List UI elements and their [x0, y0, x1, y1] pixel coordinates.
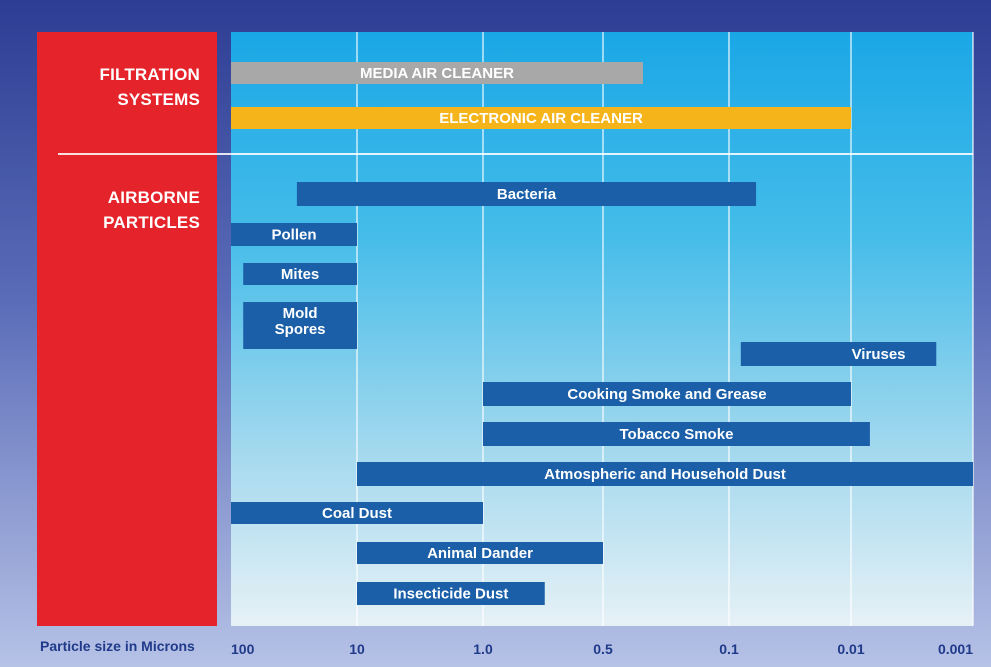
filtration-bar-rect: [231, 62, 643, 84]
filtration-bar-electronic-air-cleaner: ELECTRONIC AIR CLEANER: [231, 107, 851, 129]
particle-bar-label: Bacteria: [497, 186, 557, 203]
x-tick-label-0-001: 0.001: [938, 641, 973, 657]
filtration-systems-label-line2: SYSTEMS: [117, 90, 200, 109]
particle-bar-animal-dander: Animal Dander: [357, 542, 603, 564]
particle-bar-atmospheric-and-household-dust: Atmospheric and Household Dust: [357, 462, 973, 486]
x-tick-label-0-01: 0.01: [837, 641, 864, 657]
particle-bar-label: Atmospheric and Household Dust: [544, 466, 786, 483]
filtration-bar-label: ELECTRONIC AIR CLEANER: [439, 110, 643, 127]
particle-bar-pollen: Pollen: [231, 223, 357, 246]
filtration-bar-media-air-cleaner: MEDIA AIR CLEANER: [231, 62, 643, 84]
x-tick-label-0-1: 0.1: [719, 641, 739, 657]
particle-bar-coal-dust: Coal Dust: [231, 502, 483, 524]
particle-bar-rect: [243, 263, 357, 285]
x-axis-title: Particle size in Microns: [40, 638, 195, 654]
label-panel: [37, 32, 217, 626]
particle-bar-label: Tobacco Smoke: [619, 426, 733, 443]
particle-bar-rect: [740, 342, 937, 366]
particle-bar-rect: [231, 502, 483, 524]
particle-bar-label: Cooking Smoke and Grease: [567, 386, 766, 403]
particle-bar-bacteria: Bacteria: [296, 182, 757, 206]
particle-bar-tobacco-smoke: Tobacco Smoke: [483, 422, 870, 446]
particle-bar-rect: [483, 422, 870, 446]
particle-bar-rect: [357, 582, 545, 605]
x-tick-label-1-0: 1.0: [473, 641, 493, 657]
particle-bar-viruses: Viruses: [740, 342, 937, 366]
particle-bar-rect: [357, 462, 973, 486]
airborne-particles-label-line1: AIRBORNE: [107, 188, 200, 207]
particle-bar-label: Coal Dust: [322, 505, 392, 522]
particle-bar-rect: [296, 182, 757, 206]
particle-bar-rect: [231, 223, 357, 246]
filtration-bar-label: MEDIA AIR CLEANER: [360, 65, 514, 82]
particle-bar-label: Mites: [281, 266, 319, 283]
particle-bar-mites: Mites: [243, 263, 357, 285]
particle-bar-label: Animal Dander: [427, 545, 533, 562]
x-tick-label-10: 10: [349, 641, 365, 657]
particle-bar-label: Insecticide Dust: [393, 586, 508, 603]
particle-bar-rect: [483, 382, 851, 406]
particle-bar-label: Viruses: [852, 346, 906, 363]
particle-bar-rect: [243, 302, 357, 349]
section-divider: [58, 153, 973, 155]
x-tick-label-0-5: 0.5: [593, 641, 613, 657]
particle-bar-cooking-smoke-and-grease: Cooking Smoke and Grease: [483, 382, 851, 406]
airborne-particles-label-line2: PARTICLES: [103, 213, 200, 232]
filtration-bar-rect: [231, 107, 851, 129]
particle-bar-label-line1: Mold: [283, 305, 318, 322]
filtration-systems-label-line1: FILTRATION: [99, 65, 200, 84]
particle-bar-label-line2: Spores: [275, 321, 326, 338]
particle-bar-label: Pollen: [271, 227, 316, 244]
x-tick-label-100: 100: [231, 641, 255, 657]
particle-bar-insecticide-dust: Insecticide Dust: [357, 582, 545, 605]
particle-bar-rect: [357, 542, 603, 564]
